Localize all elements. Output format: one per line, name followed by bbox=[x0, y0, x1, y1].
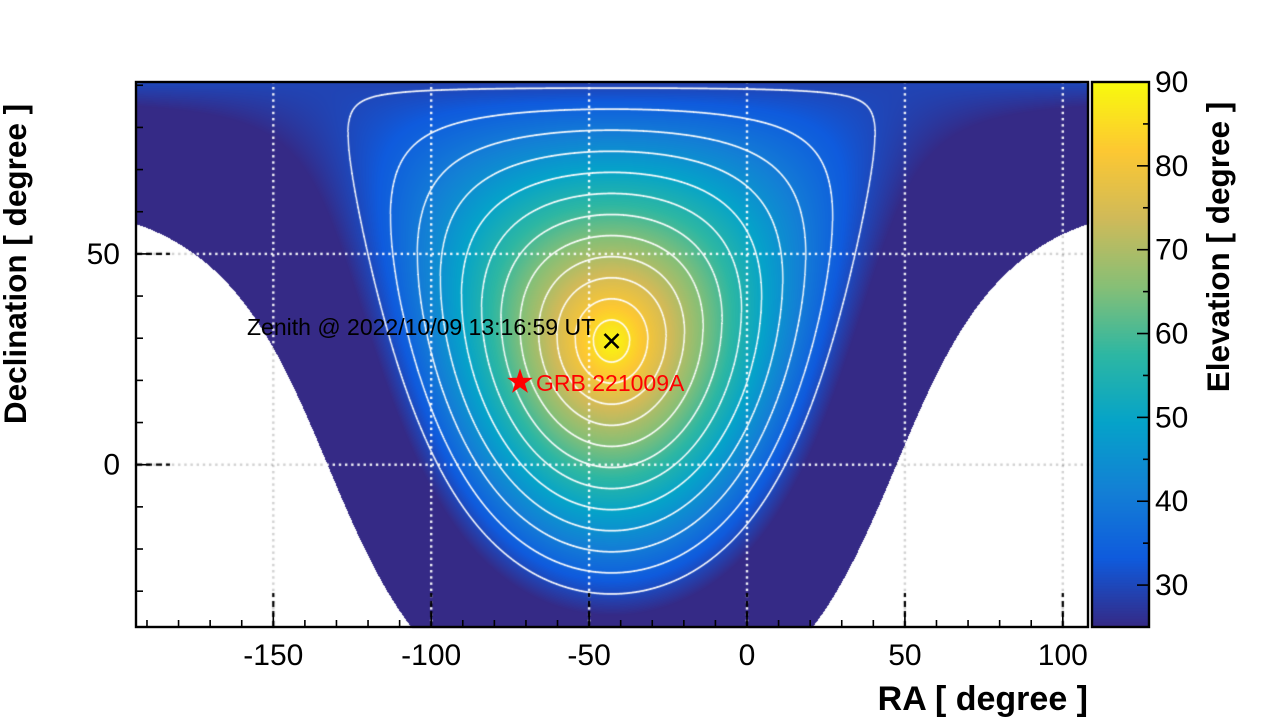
svg-text:30: 30 bbox=[1155, 569, 1188, 602]
svg-text:-150: -150 bbox=[243, 639, 303, 672]
svg-text:90: 90 bbox=[1155, 66, 1188, 99]
svg-text:Elevation [ degree ]: Elevation [ degree ] bbox=[1200, 102, 1236, 393]
svg-text:0: 0 bbox=[103, 449, 120, 482]
svg-text:50: 50 bbox=[1155, 401, 1188, 434]
svg-text:RA [ degree ]: RA [ degree ] bbox=[878, 680, 1088, 718]
svg-text:GRB 221009A: GRB 221009A bbox=[536, 370, 685, 396]
svg-text:70: 70 bbox=[1155, 234, 1188, 267]
svg-text:0: 0 bbox=[739, 639, 756, 672]
svg-text:80: 80 bbox=[1155, 150, 1188, 183]
svg-text:40: 40 bbox=[1155, 485, 1188, 518]
svg-text:50: 50 bbox=[87, 238, 120, 271]
svg-text:-50: -50 bbox=[567, 639, 610, 672]
svg-text:60: 60 bbox=[1155, 318, 1188, 351]
svg-text:Zenith @ 2022/10/09 13:16:59 U: Zenith @ 2022/10/09 13:16:59 UT bbox=[247, 314, 595, 340]
svg-text:Declination [ degree ]: Declination [ degree ] bbox=[0, 104, 33, 424]
svg-text:-100: -100 bbox=[401, 639, 461, 672]
svg-text:50: 50 bbox=[888, 639, 921, 672]
svg-text:100: 100 bbox=[1038, 639, 1088, 672]
